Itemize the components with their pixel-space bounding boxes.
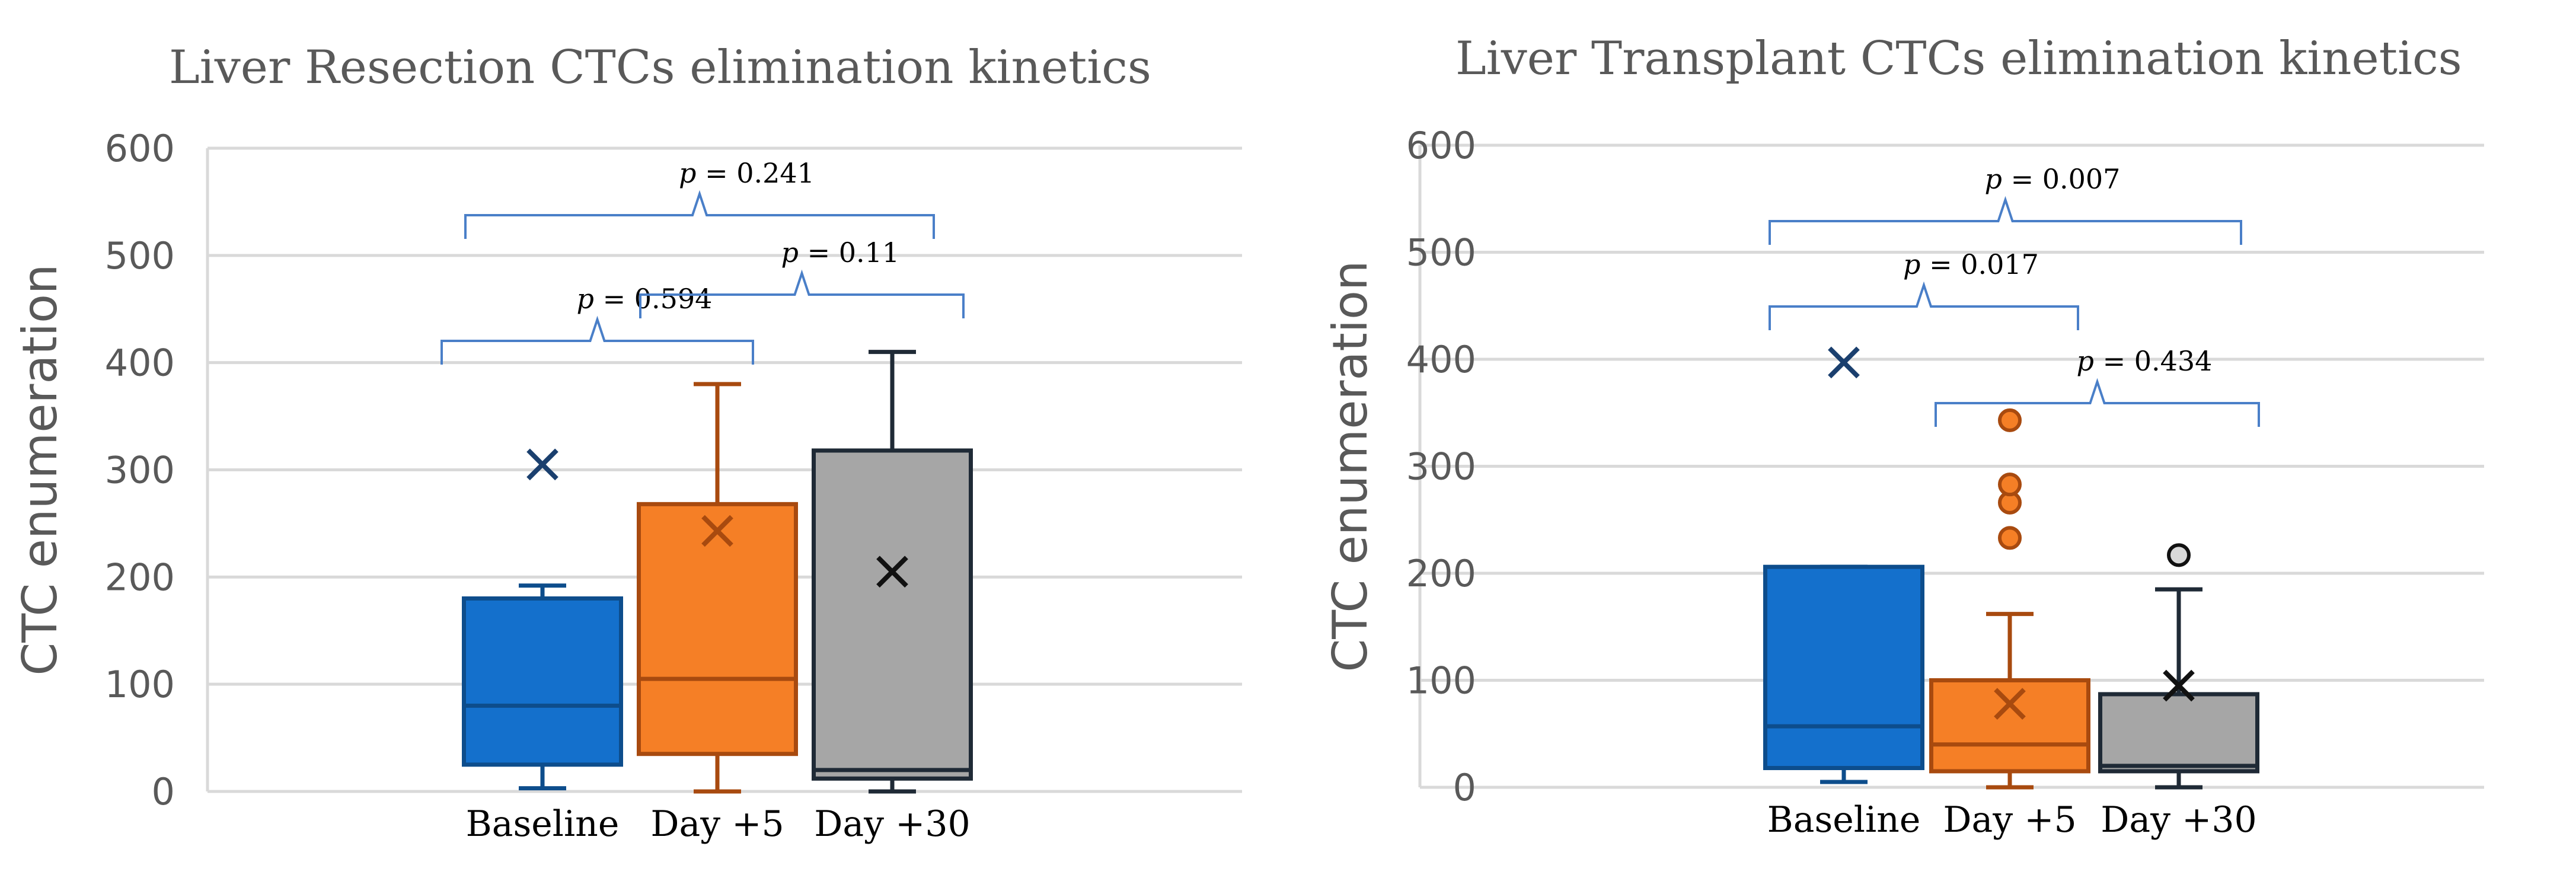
mean-marker (1828, 346, 1860, 379)
y-axis-label: CTC enumeration (1323, 260, 1378, 672)
significance-bracket (1769, 196, 2242, 245)
box-body (2098, 692, 2259, 774)
x-tick-label: Baseline (1767, 799, 1921, 841)
p-value-label: p = 0.11 (781, 237, 900, 269)
mean-marker (1994, 688, 2026, 720)
box-2 (637, 382, 798, 794)
y-tick-label: 600 (105, 127, 175, 170)
p-value-label: p = 0.594 (577, 283, 713, 315)
significance-bracket (639, 269, 965, 318)
chart-panel-2: 0 100 200 300 400 500 600 Liver Transplant CTCs… (1323, 32, 2484, 841)
y-tick-label: 300 (1406, 445, 1476, 489)
mean-marker (701, 515, 733, 547)
chart-title: Liver Resection CTCs elimination kinetic… (169, 41, 1151, 94)
y-tick-label: 400 (105, 341, 175, 385)
y-tick-label: 500 (105, 234, 175, 277)
mean-marker (876, 555, 908, 588)
significance-bracket (1935, 378, 2260, 427)
x-tick-label: Day +30 (814, 803, 970, 845)
p-value-label: p = 0.241 (679, 157, 815, 189)
outlier-point (1998, 408, 2022, 432)
y-tick-label: 300 (105, 449, 175, 492)
y-tick-label: 100 (1406, 659, 1476, 703)
mean-marker (526, 448, 558, 481)
chart-panel-1: 0 100 200 300 400 500 600 Liver Resection CTCs … (12, 41, 1242, 845)
x-tick-label: Day +5 (650, 803, 784, 845)
x-tick-label: Day +30 (2101, 799, 2256, 841)
y-tick-label: 200 (1406, 552, 1476, 595)
outlier-point (1998, 472, 2022, 497)
y-tick-label: 200 (105, 555, 175, 599)
chart-title: Liver Transplant CTCs elimination kineti… (1455, 32, 2462, 85)
y-tick-label: 600 (1406, 124, 1476, 167)
box-2 (1929, 408, 2090, 790)
outlier-point (2167, 543, 2191, 567)
y-tick-label: 0 (1453, 766, 1476, 809)
significance-bracket (440, 315, 754, 365)
p-value-label: p = 0.007 (1985, 163, 2121, 195)
y-tick-label: 500 (1406, 231, 1476, 274)
p-value-label: p = 0.017 (1903, 248, 2039, 280)
box-body (1763, 564, 1924, 771)
box-body (637, 502, 798, 756)
y-tick-label: 0 (152, 770, 175, 813)
mean-marker (2163, 669, 2195, 702)
p-value-label: p = 0.434 (2077, 345, 2213, 377)
box-body (1929, 678, 2090, 774)
y-tick-label: 400 (1406, 338, 1476, 381)
box-3 (812, 350, 973, 794)
y-tick-label: 100 (105, 663, 175, 706)
outlier-point (1998, 526, 2022, 550)
x-tick-label: Baseline (466, 803, 620, 845)
box-1 (462, 448, 623, 791)
box-body (812, 448, 973, 781)
box-body (462, 596, 623, 767)
significance-bracket (464, 190, 935, 239)
significance-bracket (1769, 281, 2079, 330)
y-axis-label: CTC enumeration (12, 264, 68, 675)
box-3 (2098, 543, 2259, 790)
x-tick-label: Day +5 (1943, 799, 2076, 841)
box-1 (1763, 346, 1924, 784)
